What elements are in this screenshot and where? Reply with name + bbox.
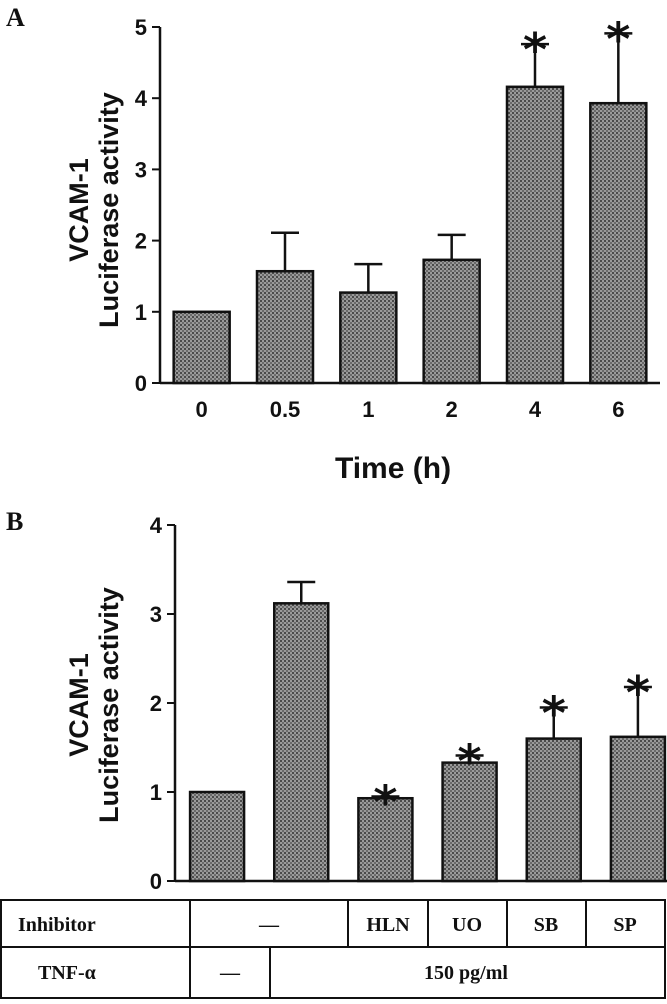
chart-a-xtick-label: 0.5 bbox=[270, 397, 301, 422]
chart-b: VCAM-1 Luciferase activity 0 1 2 3 4 * * * * bbox=[64, 513, 667, 894]
chart-b-bar bbox=[441, 761, 498, 883]
chart-a-xtick-label: 2 bbox=[446, 397, 458, 422]
chart-b-ytick-label: 2 bbox=[150, 691, 162, 716]
condition-table: Inhibitor — HLN UO SB SP TNF-α — 150 pg/… bbox=[0, 899, 666, 999]
chart-b-significance-star: * bbox=[458, 735, 482, 789]
inhibitor-label: Inhibitor bbox=[18, 914, 96, 936]
chart-b-ytick-label: 4 bbox=[150, 513, 163, 538]
chart-a-bar bbox=[422, 258, 481, 385]
inhibitor-hln: HLN bbox=[366, 914, 410, 936]
chart-a-bar bbox=[505, 85, 565, 385]
chart-b-bar bbox=[188, 790, 246, 883]
chart-a-bar bbox=[589, 101, 648, 385]
inhibitor-sb: SB bbox=[534, 914, 558, 936]
tnf-dose: 150 pg/ml bbox=[424, 962, 508, 984]
chart-a-significance-star: * bbox=[606, 12, 630, 66]
chart-a-ytick-label: 2 bbox=[135, 229, 147, 254]
chart-b-bar bbox=[609, 735, 667, 883]
chart-a-ytick-label: 4 bbox=[135, 86, 148, 111]
chart-a-ylabel-line2: Luciferase activity bbox=[94, 92, 124, 328]
chart-a-xtick-label: 1 bbox=[362, 397, 374, 422]
chart-b-significance-star: * bbox=[626, 666, 650, 720]
panel-b-letter: B bbox=[6, 507, 23, 536]
chart-b-bar bbox=[525, 737, 582, 883]
chart-b-ytick-label: 0 bbox=[150, 869, 162, 894]
chart-a-xtick-label: 4 bbox=[529, 397, 542, 422]
chart-b-significance-star: * bbox=[542, 686, 566, 740]
chart-a-ytick-label: 1 bbox=[135, 300, 147, 325]
table-border bbox=[0, 899, 666, 999]
chart-b-bar bbox=[357, 796, 414, 883]
chart-b-ylabel-line2: Luciferase activity bbox=[94, 587, 124, 823]
chart-a-bar bbox=[255, 269, 315, 385]
chart-a-ylabel-line1: VCAM-1 bbox=[64, 158, 94, 262]
chart-a-bar bbox=[172, 310, 231, 385]
chart-b-significance-star: * bbox=[373, 775, 397, 829]
chart-b-ylabel-line1: VCAM-1 bbox=[64, 653, 94, 757]
tnf-label: TNF-α bbox=[38, 962, 96, 984]
chart-a-bar bbox=[339, 291, 398, 385]
inhibitor-none: — bbox=[258, 914, 280, 936]
chart-a-xtick-label: 6 bbox=[612, 397, 624, 422]
chart-b-ytick-label: 1 bbox=[150, 780, 162, 805]
chart-b-bar bbox=[273, 602, 330, 883]
chart-a-significance-star: * bbox=[523, 23, 547, 77]
panel-a-letter: A bbox=[6, 3, 25, 32]
inhibitor-sp: SP bbox=[613, 914, 636, 936]
chart-a: VCAM-1 Luciferase activity Time (h) 0 1 2 3… bbox=[64, 12, 660, 485]
tnf-none: — bbox=[219, 962, 241, 984]
chart-a-ytick-label: 0 bbox=[135, 371, 147, 396]
inhibitor-uo: UO bbox=[452, 914, 482, 936]
chart-a-xtick-label: 0 bbox=[196, 397, 208, 422]
chart-a-ytick-label: 5 bbox=[135, 15, 147, 40]
chart-b-ytick-label: 3 bbox=[150, 602, 162, 627]
chart-a-xlabel: Time (h) bbox=[335, 452, 451, 485]
chart-a-ytick-label: 3 bbox=[135, 157, 147, 182]
